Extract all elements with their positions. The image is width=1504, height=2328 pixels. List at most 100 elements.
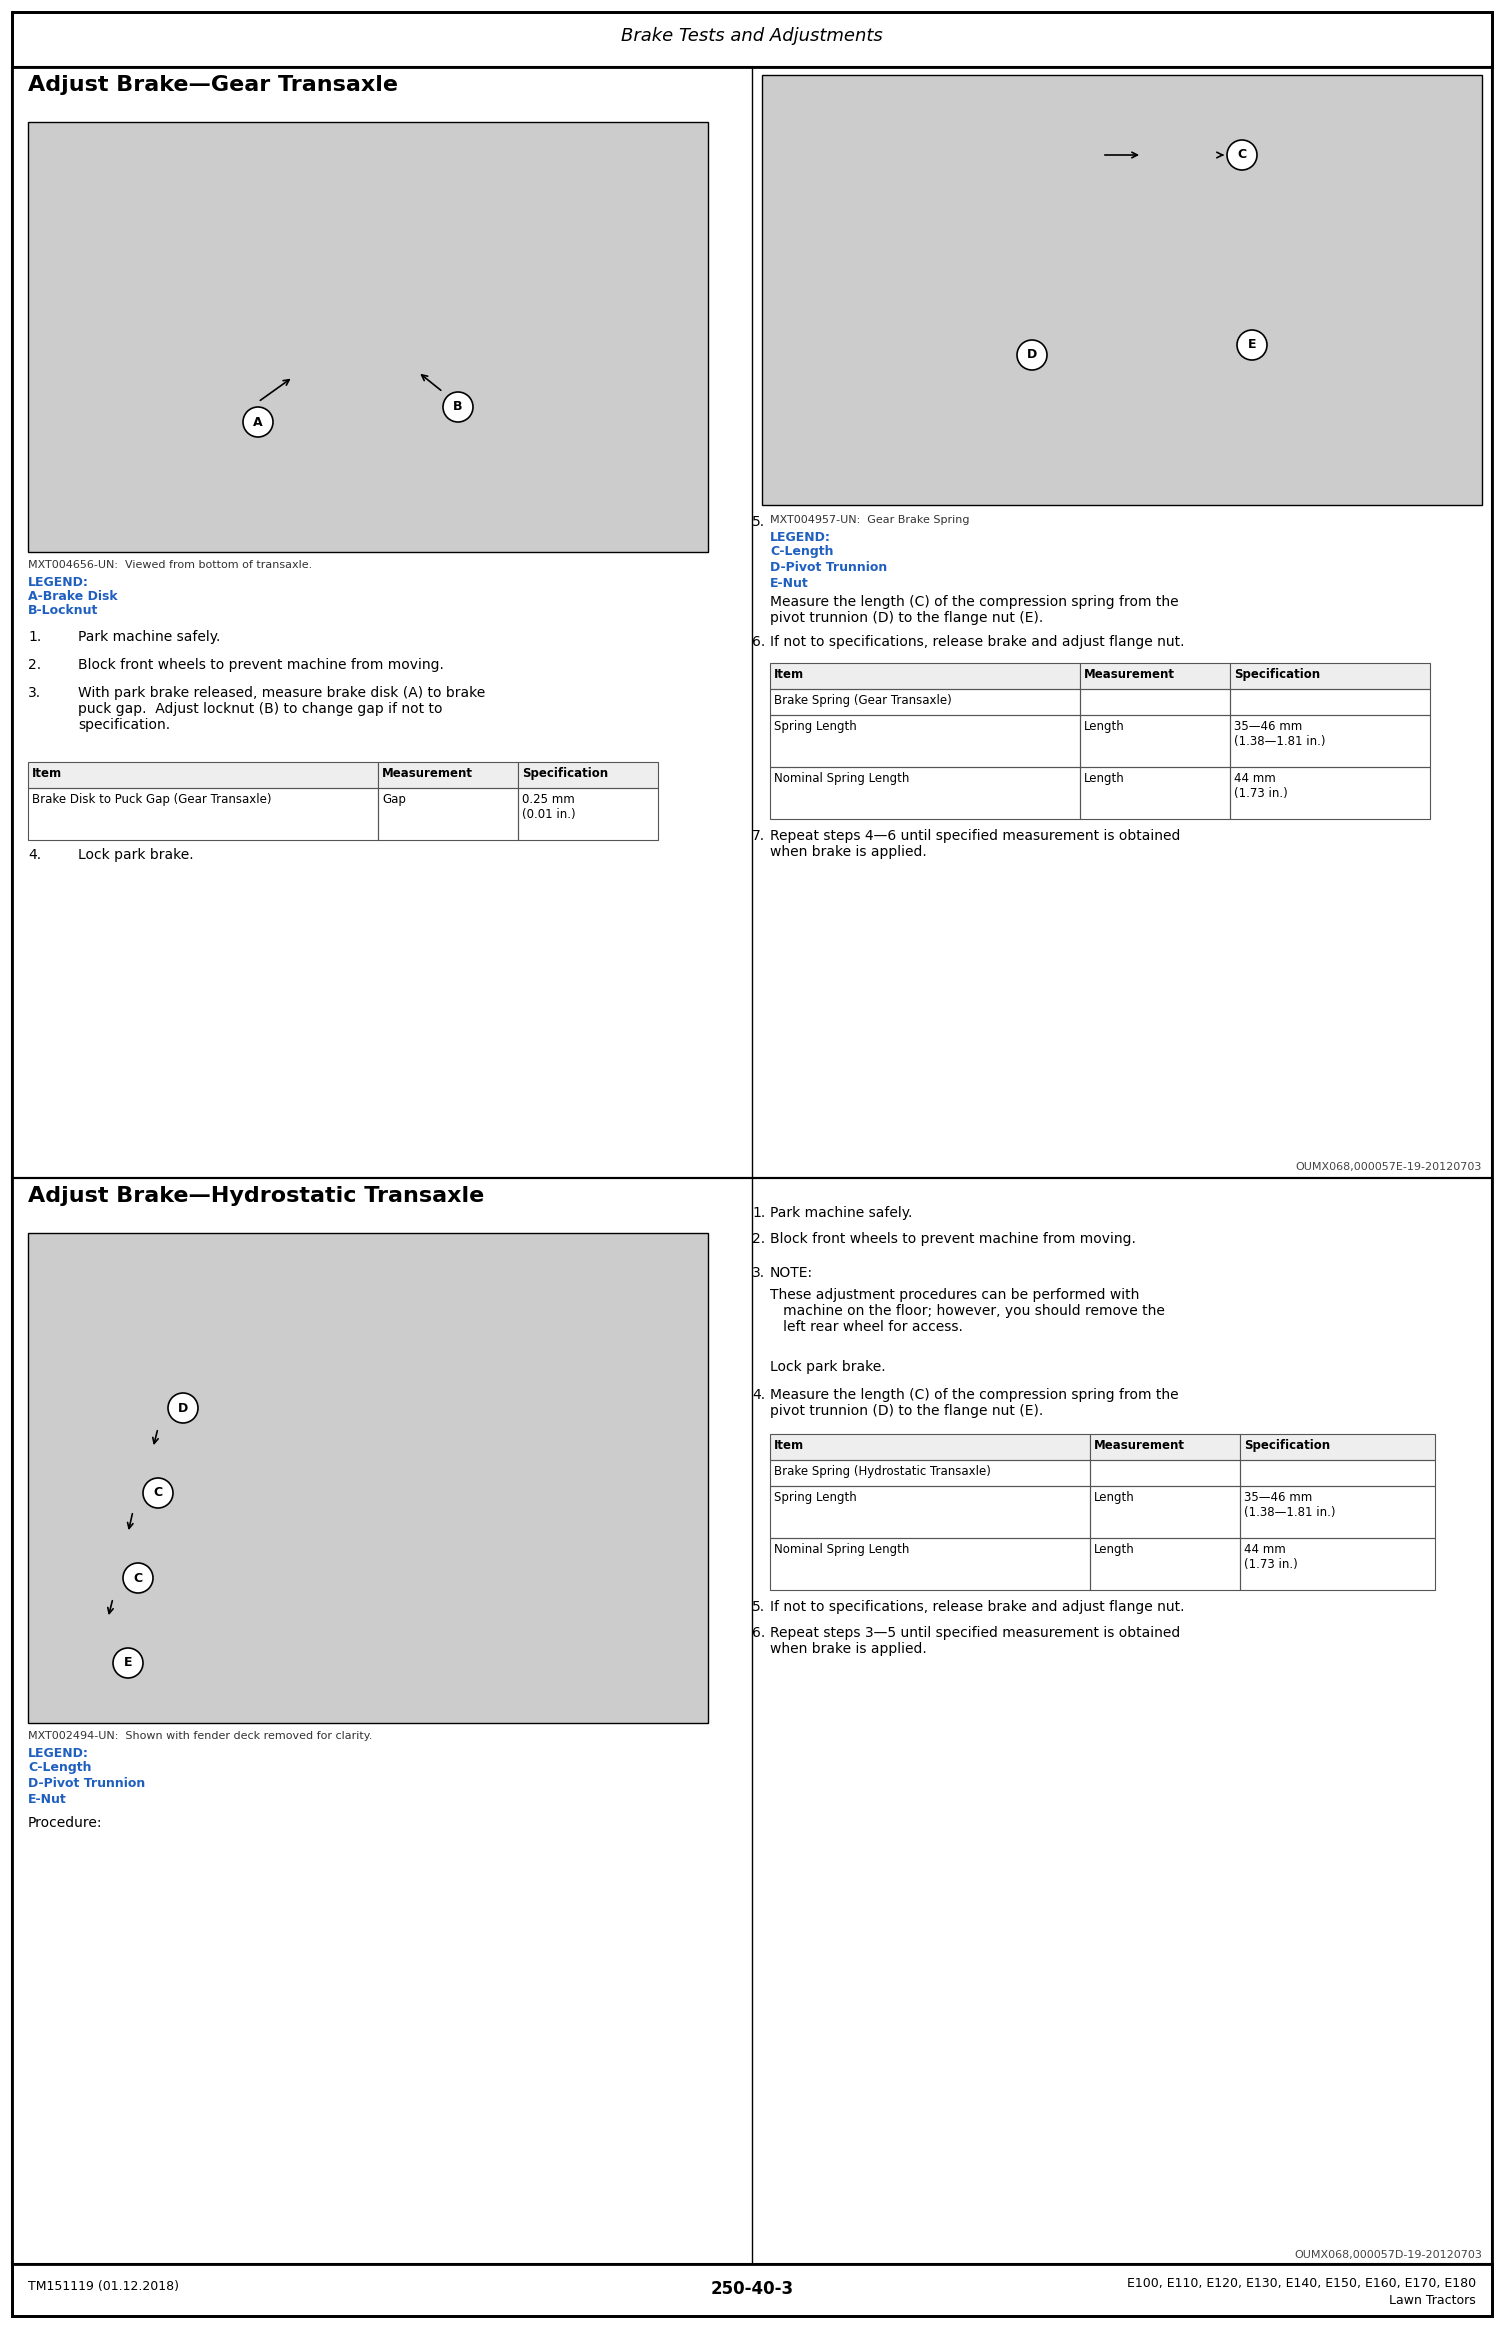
Text: These adjustment procedures can be performed with
   machine on the floor; howev: These adjustment procedures can be perfo…	[770, 1287, 1166, 1334]
Text: C-Length: C-Length	[770, 545, 833, 559]
Text: C: C	[153, 1488, 162, 1499]
Circle shape	[444, 391, 472, 421]
Circle shape	[244, 407, 274, 438]
Text: 5.: 5.	[752, 514, 766, 528]
Circle shape	[168, 1392, 199, 1422]
Bar	[1080, 715, 1230, 766]
Bar	[12, 12, 1492, 68]
Text: Length: Length	[1093, 1490, 1134, 1504]
Text: With park brake released, measure brake disk (A) to brake
puck gap.  Adjust lock: With park brake released, measure brake …	[78, 687, 486, 733]
Bar	[29, 787, 378, 840]
Bar	[12, 2265, 1492, 2316]
Bar	[517, 761, 659, 787]
Text: Measure the length (C) of the compression spring from the
pivot trunnion (D) to : Measure the length (C) of the compressio…	[770, 1387, 1179, 1418]
Bar	[1090, 1485, 1239, 1539]
Bar	[1239, 1485, 1435, 1539]
Text: E100, E110, E120, E130, E140, E150, E160, E170, E180: E100, E110, E120, E130, E140, E150, E160…	[1126, 2277, 1475, 2291]
Bar	[12, 1178, 1492, 2265]
Text: C: C	[1238, 149, 1247, 161]
Bar	[1239, 1434, 1435, 1460]
Bar	[1090, 1539, 1239, 1590]
Bar	[1080, 766, 1230, 819]
Text: LEGEND:: LEGEND:	[29, 1746, 89, 1760]
Bar	[770, 1539, 1090, 1590]
Text: Procedure:: Procedure:	[29, 1816, 102, 1830]
Text: Brake Spring (Gear Transaxle): Brake Spring (Gear Transaxle)	[775, 694, 952, 708]
Bar	[1230, 689, 1430, 715]
Bar	[378, 787, 517, 840]
Bar	[1080, 663, 1230, 689]
Text: Specification: Specification	[1244, 1439, 1330, 1453]
Text: Block front wheels to prevent machine from moving.: Block front wheels to prevent machine fr…	[78, 659, 444, 673]
Text: Item: Item	[775, 668, 805, 682]
Text: Lock park brake.: Lock park brake.	[770, 1360, 886, 1374]
Circle shape	[123, 1562, 153, 1592]
Text: B-Locknut: B-Locknut	[29, 603, 98, 617]
Circle shape	[143, 1478, 173, 1509]
Circle shape	[1017, 340, 1047, 370]
Bar	[763, 74, 1481, 505]
Text: 6.: 6.	[752, 1625, 766, 1639]
Text: Repeat steps 4—6 until specified measurement is obtained
when brake is applied.: Repeat steps 4—6 until specified measure…	[770, 829, 1181, 859]
Text: Brake Spring (Hydrostatic Transaxle): Brake Spring (Hydrostatic Transaxle)	[775, 1464, 991, 1478]
Bar	[1090, 1434, 1239, 1460]
Bar	[29, 121, 708, 552]
Text: Item: Item	[32, 766, 62, 780]
Text: Specification: Specification	[1233, 668, 1321, 682]
Text: Measurement: Measurement	[382, 766, 472, 780]
Text: E: E	[123, 1658, 132, 1669]
Text: Adjust Brake—Hydrostatic Transaxle: Adjust Brake—Hydrostatic Transaxle	[29, 1185, 484, 1206]
Bar	[1239, 1460, 1435, 1485]
Bar	[770, 766, 1080, 819]
Text: Repeat steps 3—5 until specified measurement is obtained
when brake is applied.: Repeat steps 3—5 until specified measure…	[770, 1625, 1181, 1655]
Text: LEGEND:: LEGEND:	[29, 575, 89, 589]
Bar	[12, 68, 1492, 1178]
Text: C-Length: C-Length	[29, 1760, 92, 1774]
Text: A: A	[253, 414, 263, 428]
Text: 2.: 2.	[29, 659, 41, 673]
Text: If not to specifications, release brake and adjust flange nut.: If not to specifications, release brake …	[770, 1599, 1185, 1613]
Bar	[770, 715, 1080, 766]
Text: MXT002494-UN:  Shown with fender deck removed for clarity.: MXT002494-UN: Shown with fender deck rem…	[29, 1732, 373, 1741]
Text: Measurement: Measurement	[1093, 1439, 1185, 1453]
Text: 3.: 3.	[29, 687, 41, 701]
Bar	[770, 1460, 1090, 1485]
Text: 1.: 1.	[752, 1206, 766, 1220]
Text: OUMX068,000057E-19-20120703: OUMX068,000057E-19-20120703	[1295, 1162, 1481, 1171]
Text: 7.: 7.	[752, 829, 766, 843]
Text: D-Pivot Trunnion: D-Pivot Trunnion	[770, 561, 887, 575]
Bar	[770, 1434, 1090, 1460]
Text: D: D	[177, 1401, 188, 1415]
Text: Nominal Spring Length: Nominal Spring Length	[775, 1543, 910, 1555]
Text: B: B	[453, 400, 463, 414]
Text: 44 mm
(1.73 in.): 44 mm (1.73 in.)	[1244, 1543, 1298, 1571]
Text: Block front wheels to prevent machine from moving.: Block front wheels to prevent machine fr…	[770, 1232, 1136, 1245]
Bar	[1230, 715, 1430, 766]
Text: Park machine safely.: Park machine safely.	[770, 1206, 913, 1220]
Text: 35—46 mm
(1.38—1.81 in.): 35—46 mm (1.38—1.81 in.)	[1233, 719, 1325, 747]
Bar	[378, 761, 517, 787]
Text: Measure the length (C) of the compression spring from the
pivot trunnion (D) to : Measure the length (C) of the compressio…	[770, 596, 1179, 626]
Bar	[517, 787, 659, 840]
Bar	[770, 1485, 1090, 1539]
Text: Length: Length	[1084, 773, 1125, 785]
Circle shape	[1227, 140, 1257, 170]
Circle shape	[113, 1648, 143, 1678]
Text: Measurement: Measurement	[1084, 668, 1175, 682]
Text: Brake Disk to Puck Gap (Gear Transaxle): Brake Disk to Puck Gap (Gear Transaxle)	[32, 794, 272, 805]
Text: D-Pivot Trunnion: D-Pivot Trunnion	[29, 1776, 146, 1790]
Text: 4.: 4.	[752, 1387, 766, 1401]
Text: Spring Length: Spring Length	[775, 719, 857, 733]
Text: 0.25 mm
(0.01 in.): 0.25 mm (0.01 in.)	[522, 794, 576, 822]
Bar	[1230, 766, 1430, 819]
Text: E: E	[1248, 338, 1256, 352]
Bar	[1239, 1539, 1435, 1590]
Text: TM151119 (01.12.2018): TM151119 (01.12.2018)	[29, 2279, 179, 2293]
Text: Brake Tests and Adjustments: Brake Tests and Adjustments	[621, 28, 883, 44]
Bar	[770, 689, 1080, 715]
Text: Nominal Spring Length: Nominal Spring Length	[775, 773, 910, 785]
Bar	[770, 663, 1080, 689]
Text: Lock park brake.: Lock park brake.	[78, 847, 194, 861]
Text: MXT004656-UN:  Viewed from bottom of transaxle.: MXT004656-UN: Viewed from bottom of tran…	[29, 561, 313, 570]
Text: 1.: 1.	[29, 631, 41, 645]
